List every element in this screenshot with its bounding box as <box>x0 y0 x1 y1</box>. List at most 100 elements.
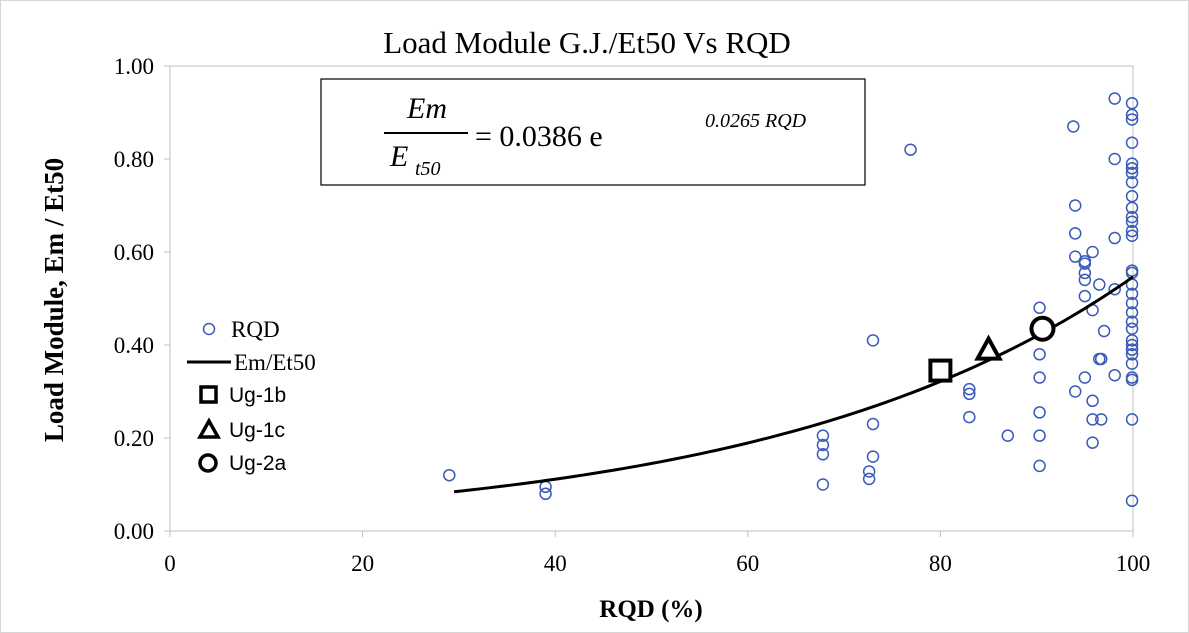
equation-denominator-sub: t50 <box>415 158 441 180</box>
data-point-rqd <box>1033 348 1046 361</box>
data-point-rqd <box>539 487 552 501</box>
data-point-rqd <box>1125 176 1139 189</box>
y-tick-label: 0.40 <box>114 333 154 358</box>
equation-exponent: 0.0265 RQD <box>705 110 807 132</box>
data-point-rqd <box>963 410 976 424</box>
legend: RQD Em/Et50 Ug-1b Ug-1c Ug-2a <box>187 317 316 475</box>
equation-rhs: = 0.0386 e <box>475 120 603 153</box>
data-point-rqd <box>1078 266 1092 280</box>
x-ticks: 0 20 40 60 80 100 <box>164 531 1150 576</box>
x-axis-label: RQD (%) <box>599 596 702 623</box>
data-point-rqd <box>866 334 880 347</box>
data-point-rqd <box>1078 371 1092 384</box>
data-point-rqd <box>1125 494 1139 508</box>
legend-ug2a-symbol <box>198 453 218 473</box>
data-point-rqd <box>862 465 876 478</box>
data-point-rqd <box>1125 108 1139 122</box>
y-tick-label: 0.00 <box>114 519 154 544</box>
data-point-rqd <box>1125 136 1139 149</box>
data-point-rqd <box>443 468 456 482</box>
legend-ug1b-symbol <box>199 385 218 404</box>
legend-ug1c-symbol <box>197 417 221 439</box>
data-point-rqd <box>1108 282 1121 296</box>
data-point-rqd <box>1086 245 1099 259</box>
legend-rqd-symbol <box>202 322 216 336</box>
x-tick-label: 80 <box>929 551 952 576</box>
x-tick-label: 40 <box>544 551 567 576</box>
x-tick-label: 100 <box>1116 551 1151 576</box>
y-ticks: 0.00 0.20 0.40 0.60 0.80 1.00 <box>114 54 170 544</box>
x-tick-label: 20 <box>351 551 374 576</box>
marker-ug-1b <box>928 358 953 383</box>
y-tick-label: 0.80 <box>114 147 154 172</box>
x-tick-label: 0 <box>164 551 176 576</box>
data-point-rqd <box>1125 113 1139 126</box>
data-point-rqd <box>1108 152 1121 166</box>
data-point-rqd <box>904 143 917 156</box>
data-point-rqd <box>816 448 830 461</box>
rqd-points <box>443 92 1139 508</box>
data-point-rqd <box>1033 459 1046 473</box>
data-point-rqd <box>866 450 880 463</box>
data-point-rqd <box>1125 315 1139 328</box>
equation-denominator: E <box>389 140 408 173</box>
chart-title: Load Module G.J./Et50 Vs RQD <box>383 25 791 60</box>
data-point-rqd <box>1067 120 1080 133</box>
data-point-rqd <box>1125 343 1139 356</box>
marker-ug-2a <box>1029 315 1056 342</box>
fit-curve-line <box>453 275 1134 494</box>
data-point-rqd <box>816 429 830 442</box>
data-point-rqd <box>1108 92 1121 105</box>
data-point-rqd <box>1097 324 1111 338</box>
data-point-rqd <box>1033 406 1046 419</box>
legend-curve-label: Em/Et50 <box>234 350 316 375</box>
data-point-rqd <box>1125 210 1139 224</box>
data-point-rqd <box>1078 257 1092 270</box>
data-point-rqd <box>1094 352 1108 366</box>
data-point-rqd <box>1125 296 1139 310</box>
data-point-rqd <box>1001 429 1015 442</box>
data-point-rqd <box>1078 273 1092 287</box>
data-point-rqd <box>816 438 830 452</box>
data-point-rqd <box>1125 162 1139 175</box>
data-point-rqd <box>1033 301 1046 315</box>
data-point-rqd <box>1086 436 1099 449</box>
data-point-rqd <box>1125 413 1139 426</box>
special-markers <box>928 315 1056 383</box>
y-tick-label: 0.60 <box>114 240 154 265</box>
data-point-rqd <box>1125 306 1139 319</box>
data-point-rqd <box>862 472 876 486</box>
data-point-rqd <box>1068 385 1082 398</box>
marker-ug-1c <box>974 334 1003 361</box>
data-point-rqd <box>1125 287 1139 301</box>
data-point-rqd <box>816 478 830 491</box>
legend-rqd-label: RQD <box>231 317 280 342</box>
data-point-rqd <box>1086 394 1099 408</box>
data-point-rqd <box>1108 368 1121 382</box>
data-point-rqd <box>1125 229 1139 242</box>
data-point-rqd <box>1093 278 1106 291</box>
x-tick-label: 60 <box>736 551 759 576</box>
data-point-rqd <box>963 382 976 396</box>
data-point-rqd <box>1125 357 1139 370</box>
y-tick-label: 1.00 <box>114 54 154 79</box>
data-point-rqd <box>1125 166 1139 180</box>
data-point-rqd <box>1125 201 1139 215</box>
data-point-rqd <box>1094 413 1108 426</box>
data-point-rqd <box>1125 334 1139 347</box>
legend-ug2a-label: Ug-2a <box>229 452 287 475</box>
data-point-rqd <box>963 387 976 401</box>
equation-numerator: Em <box>406 92 447 125</box>
data-point-rqd <box>1086 413 1099 426</box>
data-point-rqd <box>1125 215 1139 229</box>
y-axis-label: Load Module, Em / Et50 <box>39 158 69 442</box>
data-point-rqd <box>1125 338 1139 352</box>
data-point-rqd <box>866 417 880 431</box>
data-point-rqd <box>1125 348 1139 361</box>
data-point-rqd <box>1068 227 1082 240</box>
data-point-rqd <box>1033 371 1046 384</box>
data-point-rqd <box>1033 429 1046 442</box>
data-point-rqd <box>1108 231 1121 245</box>
data-point-rqd <box>1125 157 1139 170</box>
